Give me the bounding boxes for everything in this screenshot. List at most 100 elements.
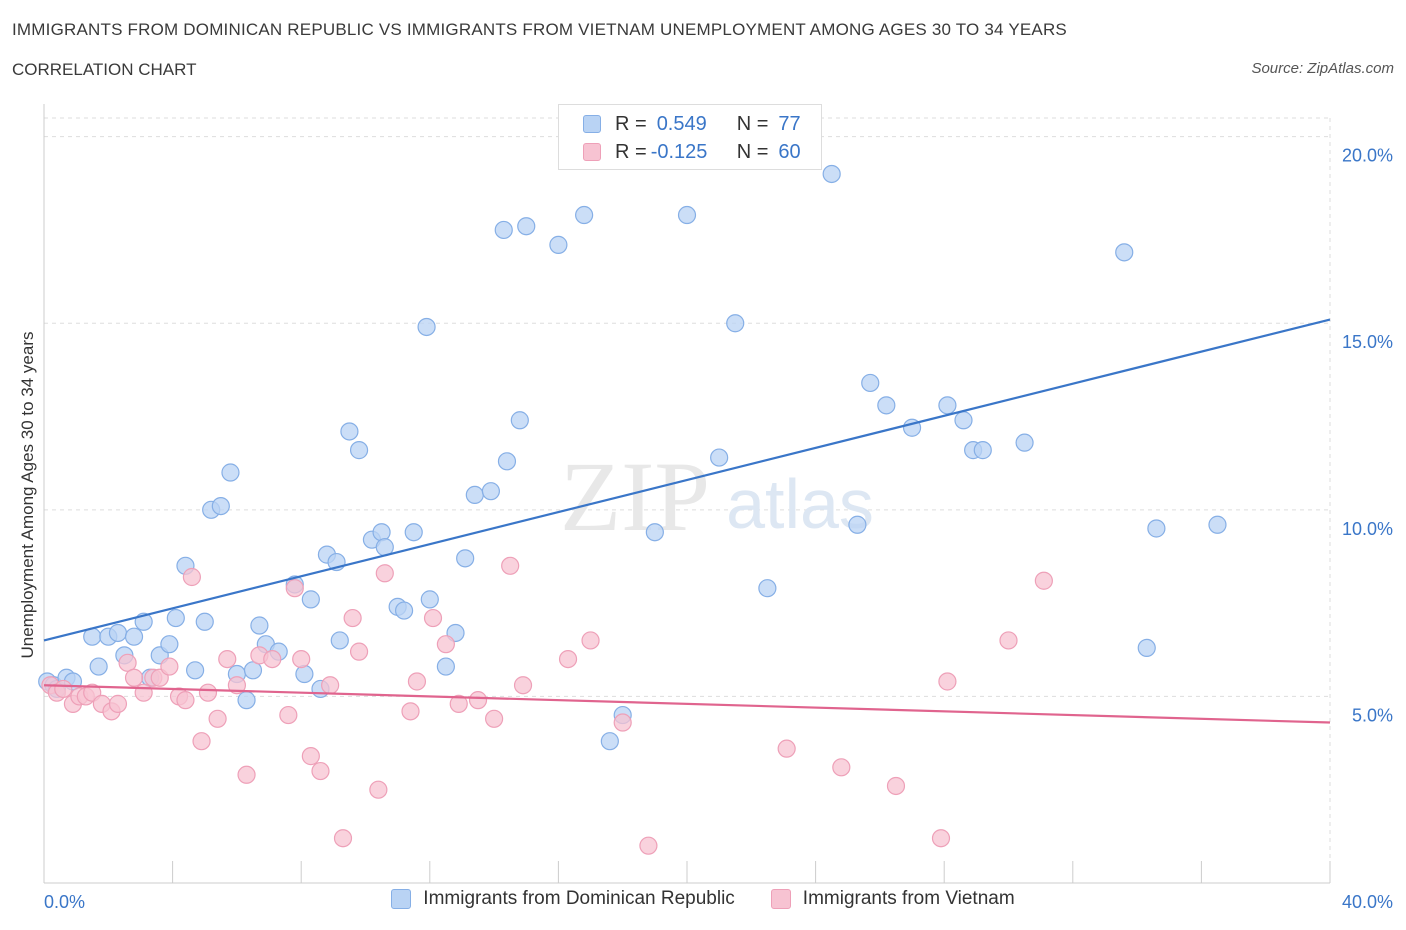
data-point — [237, 765, 256, 784]
data-point — [407, 672, 427, 691]
data-point — [349, 441, 369, 460]
data-point — [877, 396, 896, 415]
data-point — [677, 205, 697, 225]
data-point — [227, 676, 246, 695]
data-point — [886, 776, 906, 796]
data-point — [333, 829, 353, 848]
data-point — [517, 217, 536, 236]
bottom-legend-swatch-pink — [770, 889, 791, 909]
legend-n-label: N = — [736, 112, 769, 135]
data-point — [176, 691, 195, 710]
data-point — [510, 411, 529, 430]
data-point — [420, 590, 439, 609]
data-point — [758, 579, 777, 598]
data-point — [497, 452, 517, 471]
data-point — [485, 709, 504, 728]
data-point — [186, 661, 205, 680]
data-point — [301, 747, 320, 766]
data-point — [54, 679, 73, 699]
series-vietnam-points — [41, 556, 1053, 855]
source-credit: Source: ZipAtlas.com — [1251, 60, 1394, 77]
data-point — [295, 664, 314, 684]
data-point — [394, 601, 414, 620]
data-point — [340, 422, 359, 441]
data-point — [456, 549, 475, 568]
data-point — [372, 523, 391, 542]
data-point — [218, 649, 237, 669]
data-point — [404, 523, 423, 542]
data-point — [999, 631, 1018, 650]
data-point — [198, 683, 218, 702]
bottom-legend: Immigrants from Dominican Republic Immig… — [0, 888, 1406, 910]
trend-lines — [43, 318, 1331, 724]
data-point — [375, 564, 394, 583]
data-point — [581, 631, 600, 650]
data-point — [549, 235, 568, 254]
data-point — [777, 739, 796, 758]
data-point — [938, 396, 957, 415]
data-point — [465, 485, 484, 505]
data-point — [166, 608, 185, 628]
data-point — [263, 649, 282, 669]
legend: R = 0.549 N = 77 R = -0.125 N = 60 — [558, 104, 822, 170]
watermark: ZIP atlas — [560, 441, 874, 552]
data-point — [108, 694, 128, 713]
data-point — [134, 683, 153, 702]
x-tick-label-max: 40.0% — [1342, 892, 1393, 912]
tick-labels: 5.0% 10.0% 15.0% 20.0% 0.0% 40.0% — [44, 146, 1393, 912]
data-point — [575, 205, 594, 225]
data-point — [369, 780, 388, 799]
legend-swatch-pink — [583, 143, 601, 161]
data-point — [513, 676, 533, 695]
data-point — [237, 691, 256, 710]
legend-n-label: N = — [736, 140, 769, 163]
data-point — [973, 441, 992, 460]
data-point — [182, 567, 201, 587]
data-point — [613, 713, 632, 732]
data-point — [639, 836, 658, 855]
data-point — [301, 590, 320, 609]
bottom-legend-label-dominican: Immigrants from Dominican Republic — [423, 888, 735, 909]
bottom-legend-label-vietnam: Immigrants from Vietnam — [802, 888, 1015, 909]
y-axis-label: Unemployment Among Ages 30 to 34 years — [18, 331, 37, 659]
data-point — [931, 829, 951, 848]
data-point — [195, 612, 214, 631]
legend-row-dominican: R = 0.549 N = 77 — [583, 112, 801, 136]
legend-r-label: R = — [615, 112, 647, 135]
data-point — [861, 373, 880, 393]
bottom-legend-swatch-blue — [391, 889, 412, 909]
data-point — [501, 556, 520, 575]
data-point — [208, 709, 227, 728]
y-tick-label: 10.0% — [1342, 519, 1393, 539]
data-point — [211, 496, 230, 516]
data-point — [285, 579, 304, 598]
data-point — [1208, 515, 1227, 534]
y-tick-label: 20.0% — [1342, 146, 1393, 166]
trend-line-vietnam — [43, 684, 1331, 724]
data-point — [160, 657, 179, 676]
data-point — [938, 672, 957, 691]
watermark-zip: ZIP — [560, 441, 710, 552]
legend-swatch-blue — [583, 115, 601, 133]
x-tick-label-min: 0.0% — [44, 892, 85, 912]
data-point — [221, 463, 240, 482]
data-point — [1015, 433, 1034, 452]
legend-n-value: 77 — [778, 112, 801, 135]
data-point — [822, 164, 841, 184]
data-point — [330, 631, 349, 650]
data-point — [1147, 519, 1166, 538]
legend-r-label: R = — [615, 140, 647, 163]
data-point — [108, 623, 128, 643]
data-point — [321, 676, 340, 695]
data-point — [160, 635, 179, 654]
data-point — [600, 732, 619, 751]
data-point — [423, 608, 443, 628]
bottom-legend-item-dominican: Immigrants from Dominican Republic — [391, 888, 735, 910]
data-point — [645, 523, 664, 542]
data-point — [124, 627, 144, 646]
legend-row-vietnam: R = -0.125 N = 60 — [583, 140, 801, 164]
data-point — [192, 732, 211, 751]
data-point — [343, 608, 362, 628]
bottom-legend-item-vietnam: Immigrants from Vietnam — [770, 888, 1015, 910]
data-point — [449, 694, 468, 713]
